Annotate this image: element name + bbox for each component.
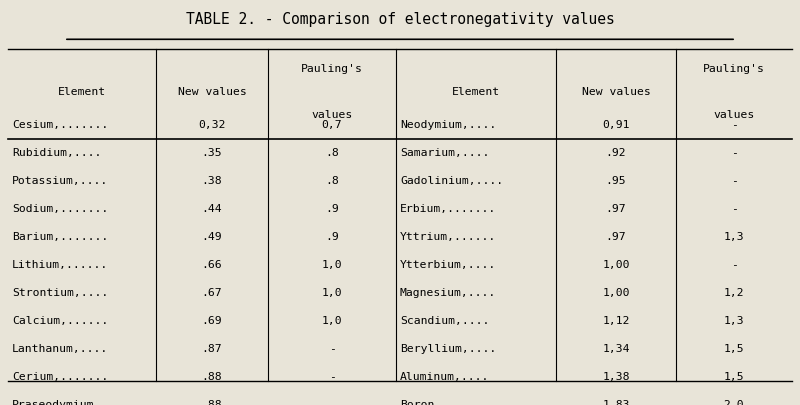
Text: New values: New values (178, 87, 246, 97)
Text: 1,00: 1,00 (602, 259, 630, 269)
Text: Erbium,.......: Erbium,....... (400, 203, 496, 213)
Text: Magnesium,....: Magnesium,.... (400, 287, 496, 297)
Text: .88: .88 (202, 399, 222, 405)
Text: 1,83: 1,83 (602, 399, 630, 405)
Text: .9: .9 (325, 203, 339, 213)
Text: Potassium,....: Potassium,.... (12, 175, 108, 185)
Text: 1,3: 1,3 (724, 315, 744, 325)
Text: Cerium,.......: Cerium,....... (12, 371, 108, 381)
Text: Cesium,.......: Cesium,....... (12, 119, 108, 130)
Text: Lithium,......: Lithium,...... (12, 259, 108, 269)
Text: Sodium,.......: Sodium,....... (12, 203, 108, 213)
Text: 1,5: 1,5 (724, 343, 744, 353)
Text: .66: .66 (202, 259, 222, 269)
Text: .87: .87 (202, 343, 222, 353)
Text: -: - (730, 259, 738, 269)
Text: Yttrium,......: Yttrium,...... (400, 231, 496, 241)
Text: values: values (311, 110, 353, 120)
Text: .38: .38 (202, 175, 222, 185)
Text: Pauling's: Pauling's (703, 64, 765, 74)
Text: -: - (730, 147, 738, 158)
Text: Gadolinium,....: Gadolinium,.... (400, 175, 503, 185)
Text: 0,91: 0,91 (602, 119, 630, 130)
Text: .97: .97 (606, 203, 626, 213)
Text: New values: New values (582, 87, 650, 97)
Text: .69: .69 (202, 315, 222, 325)
Text: 0,32: 0,32 (198, 119, 226, 130)
Text: -: - (329, 343, 335, 353)
Text: Beryllium,....: Beryllium,.... (400, 343, 496, 353)
Text: -: - (329, 371, 335, 381)
Text: Aluminum,....: Aluminum,.... (400, 371, 490, 381)
Text: 1,3: 1,3 (724, 231, 744, 241)
Text: Praseodymium,..: Praseodymium,.. (12, 399, 115, 405)
Text: Boron,.........: Boron,......... (400, 399, 503, 405)
Text: Scandium,....: Scandium,.... (400, 315, 490, 325)
Text: .95: .95 (606, 175, 626, 185)
Text: .8: .8 (325, 147, 339, 158)
Text: .49: .49 (202, 231, 222, 241)
Text: .92: .92 (606, 147, 626, 158)
Text: .9: .9 (325, 231, 339, 241)
Text: TABLE 2. - Comparison of electronegativity values: TABLE 2. - Comparison of electronegativi… (186, 11, 614, 26)
Text: Calcium,......: Calcium,...... (12, 315, 108, 325)
Text: 1,34: 1,34 (602, 343, 630, 353)
Text: -: - (730, 119, 738, 130)
Text: Samarium,....: Samarium,.... (400, 147, 490, 158)
Text: Strontium,....: Strontium,.... (12, 287, 108, 297)
Text: Neodymium,....: Neodymium,.... (400, 119, 496, 130)
Text: 1,38: 1,38 (602, 371, 630, 381)
Text: Ytterbium,....: Ytterbium,.... (400, 259, 496, 269)
Text: 1,0: 1,0 (322, 259, 342, 269)
Text: Pauling's: Pauling's (301, 64, 363, 74)
Text: values: values (714, 110, 754, 120)
Text: .35: .35 (202, 147, 222, 158)
Text: 0,7: 0,7 (322, 119, 342, 130)
Text: .67: .67 (202, 287, 222, 297)
Text: -: - (730, 175, 738, 185)
Text: -: - (329, 399, 335, 405)
Text: .88: .88 (202, 371, 222, 381)
Text: Element: Element (452, 87, 500, 97)
Text: 1,0: 1,0 (322, 315, 342, 325)
Text: Lanthanum,....: Lanthanum,.... (12, 343, 108, 353)
Text: Element: Element (58, 87, 106, 97)
Text: .8: .8 (325, 175, 339, 185)
Text: .97: .97 (606, 231, 626, 241)
Text: 1,5: 1,5 (724, 371, 744, 381)
Text: 1,00: 1,00 (602, 287, 630, 297)
Text: 1,2: 1,2 (724, 287, 744, 297)
Text: Rubidium,....: Rubidium,.... (12, 147, 102, 158)
Text: 1,0: 1,0 (322, 287, 342, 297)
Text: 1,12: 1,12 (602, 315, 630, 325)
Text: 2,0: 2,0 (724, 399, 744, 405)
Text: -: - (730, 203, 738, 213)
Text: .44: .44 (202, 203, 222, 213)
Text: Barium,.......: Barium,....... (12, 231, 108, 241)
